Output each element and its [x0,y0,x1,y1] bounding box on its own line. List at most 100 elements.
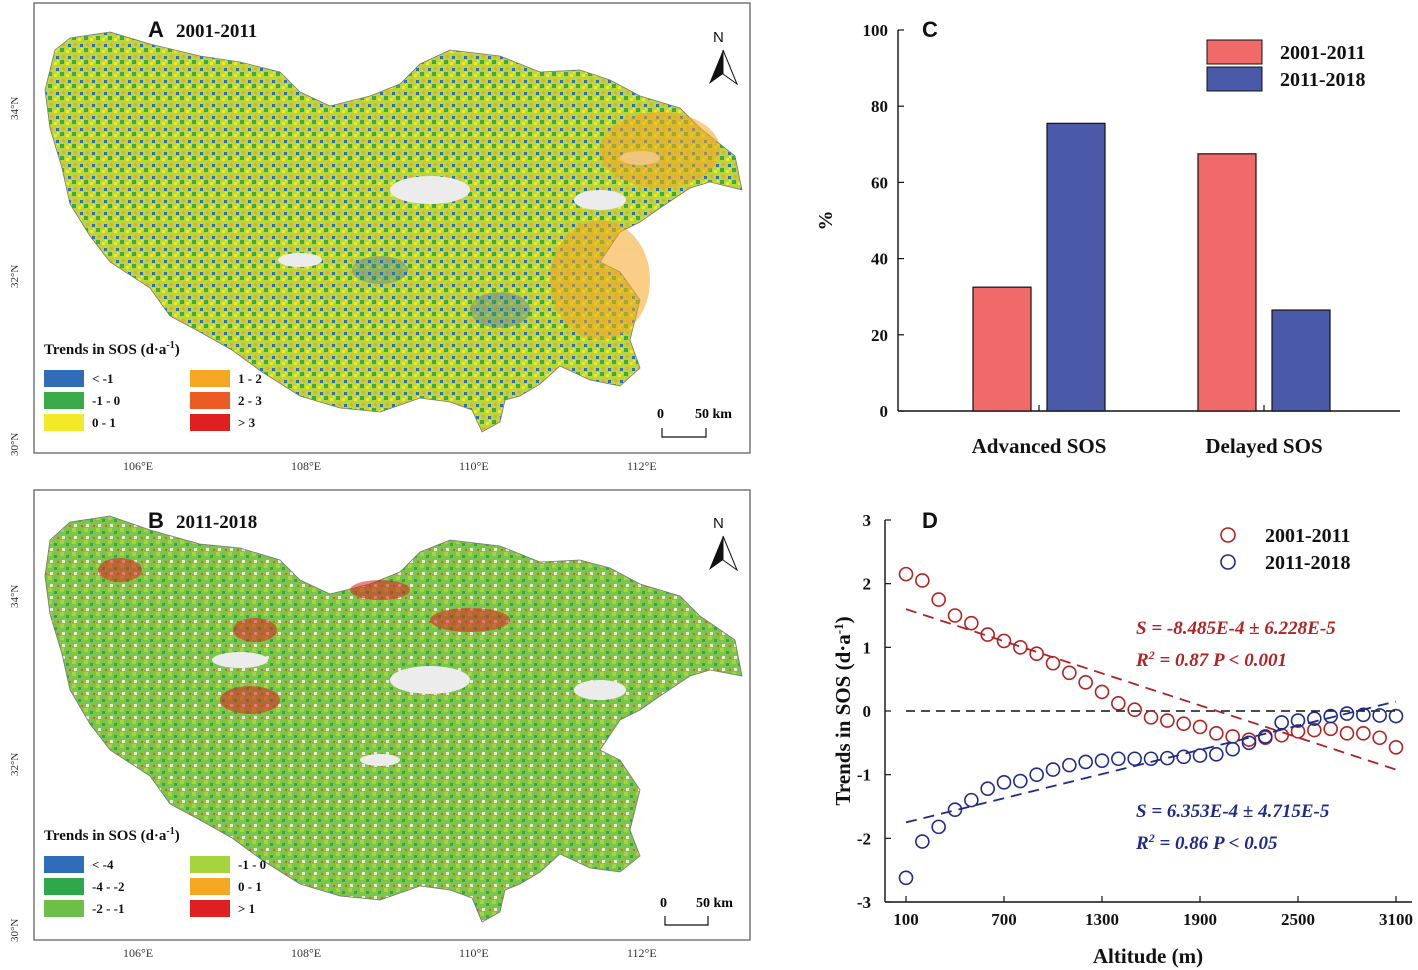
data-point [1388,739,1404,755]
data-point [1176,749,1191,765]
data-point [1225,741,1240,757]
data-point [1258,729,1273,744]
map-a-period: 2001-2011 [176,21,257,42]
data-point [1029,646,1044,662]
legend-label: > 3 [238,415,256,430]
legend-swatch [44,414,84,431]
map-a-blue-zone [352,256,530,328]
map-b-panel-label: B [148,508,164,533]
trend-line [905,700,1397,824]
map-a-north-label: N [713,29,724,46]
x-tick-label: 100 [893,910,919,929]
data-point [947,802,963,817]
map-b-lon-tick: 108°E [291,946,321,960]
map-a-panel-label: A [148,17,164,42]
y-tick-label: 2 [863,575,872,594]
legend-marker [1220,554,1236,570]
map-a-lon-ticks: 106°E 108°E 110°E 112°E [123,459,657,473]
data-point [1160,713,1175,728]
map-a-lon-tick: 108°E [291,459,321,473]
data-point [1307,722,1322,738]
legend-label: < -1 [92,371,114,386]
data-point [1045,762,1061,777]
data-point [915,573,930,588]
x-tick-label: 2500 [1281,910,1315,929]
legend-label: -1 - 0 [92,393,120,408]
map-b-lat-tick: 34°N [9,585,21,608]
y-tick-label: 60 [871,173,888,192]
chart-c-plot: 0 20 40 60 80 100% Advanced SOS Delayed SOS 2001… [815,21,1400,458]
data-point [1225,729,1240,744]
map-b-lon-ticks: 106°E 108°E 110°E 112°E [123,946,657,960]
data-point [1192,719,1208,735]
map-a-legend-title: Trends in SOS (d·a-1) [44,340,180,358]
y-tick-label: 100 [863,21,889,40]
data-point [947,608,963,623]
legend-swatch [190,900,230,917]
map-a-scale-label: 50 km [695,407,732,422]
map-a-lat-tick: 30°N [9,433,21,456]
legend-label: -1 - 0 [238,857,266,872]
map-a-lat-ticks: 34°N 32°N 30°N [9,97,21,456]
data-point [931,592,946,607]
y-tick-label: 0 [863,702,872,721]
fit-r2-sup: 2 [1148,831,1155,845]
data-point [915,834,930,849]
y-tick-label: 40 [871,250,888,269]
legend-swatch [44,856,84,873]
legend-swatch [190,856,230,873]
legend-label: 1 - 2 [238,371,262,386]
y-axis-label: Trends in SOS (d·a-1) [831,616,855,805]
data-point [1290,713,1306,728]
y-axis-label-sup: -1 [831,623,846,634]
legend-label: 2001-2011 [1265,525,1351,547]
fit-r2-rest: = 0.86 P < 0.05 [1155,833,1278,854]
data-point [1307,711,1322,726]
legend-label: 2011-2018 [1265,552,1351,574]
data-point [1241,735,1257,751]
data-point [1143,751,1159,767]
map-b-panel: B 2011-2018 N 0 50 km Trends in SOS (d·a… [9,489,751,960]
legend-label: 2 - 3 [238,393,262,408]
y-axis-label: % [815,211,837,231]
legend-swatch [1206,66,1263,92]
data-point [964,615,979,631]
legend-label: < -4 [92,857,114,872]
legend-label: 2011-2018 [1280,69,1366,91]
data-point [898,870,914,886]
map-a-lat-tick: 34°N [9,97,21,120]
map-a-scale-zero: 0 [657,407,664,422]
data-point [1274,715,1289,730]
data-point [1045,655,1061,671]
data-point [1209,725,1224,741]
x-tick-label: 700 [991,910,1017,929]
x-tick-label: Advanced SOS [972,434,1107,458]
legend-marker [1220,527,1236,543]
map-a-lat-tick: 32°N [9,265,21,288]
data-point [1062,757,1077,773]
legend-label: 0 - 1 [238,879,262,894]
data-point [931,819,946,835]
data-point [980,781,995,796]
map-a-lon-tick: 106°E [123,459,153,473]
chart-d-panel-label: D [922,508,938,533]
map-b-lat-tick: 30°N [9,919,21,942]
fit-slope-text: S = -8.485E-4 ± 6.228E-5 [1136,618,1336,639]
legend-swatch [1206,39,1263,65]
y-tick-label: -3 [857,893,871,912]
data-point [1029,767,1044,782]
fit-slope-text: S = 6.353E-4 ± 4.715E-5 [1136,801,1330,822]
y-tick-label: 20 [871,326,888,345]
map-b-legend-items: < -4 -4 - -2 -2 - -1 -1 - 0 0 - 1 > 1 [44,856,266,917]
y-axis-label-main: Trends in SOS (d·a [831,634,855,806]
legend-swatch [190,370,230,387]
legend-swatch [44,370,84,387]
data-point [1013,773,1028,789]
map-b-region [44,515,743,923]
bar [1197,153,1257,412]
map-b-lon-tick: 110°E [459,946,489,960]
fit-r2-text: R2 = 0.86 P < 0.05 [1135,831,1278,854]
data-point [1094,684,1110,700]
